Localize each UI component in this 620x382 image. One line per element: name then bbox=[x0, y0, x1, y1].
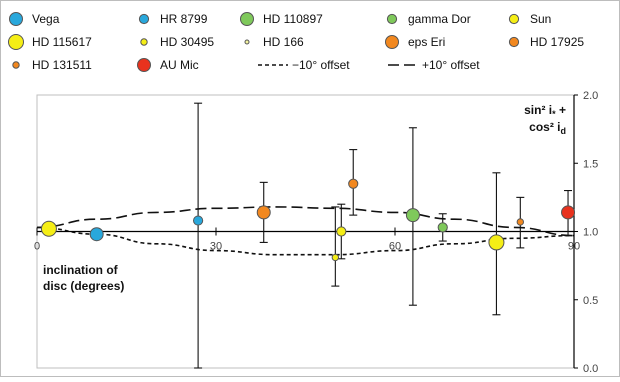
data-point bbox=[193, 215, 204, 226]
legend-label: HD 17925 bbox=[530, 35, 584, 49]
legend-label: HD 166 bbox=[263, 35, 304, 49]
legend-marker bbox=[138, 13, 150, 25]
data-point bbox=[437, 222, 448, 233]
y-axis-title: sin² i* + bbox=[524, 103, 566, 119]
data-point bbox=[348, 178, 359, 189]
y-tick-label: 0.5 bbox=[583, 295, 598, 307]
legend-marker bbox=[9, 12, 23, 26]
legend-label: HD 131511 bbox=[32, 58, 92, 72]
legend-label: +10° offset bbox=[422, 58, 480, 72]
legend-label: Sun bbox=[530, 12, 551, 26]
offset-line bbox=[36, 226, 575, 256]
x-tick-label: 60 bbox=[389, 241, 401, 253]
x-tick-label: 0 bbox=[34, 241, 40, 253]
legend-marker bbox=[140, 38, 148, 46]
legend-marker bbox=[137, 58, 151, 72]
legend-label: −10° offset bbox=[292, 58, 350, 72]
legend-label: HD 115617 bbox=[32, 35, 92, 49]
x-tick-label: 30 bbox=[210, 241, 222, 253]
y-axis-title-rest: + bbox=[556, 103, 566, 117]
y-tick-label: 1.5 bbox=[583, 158, 598, 170]
legend-marker bbox=[386, 13, 398, 25]
legend-marker bbox=[8, 34, 24, 50]
data-point bbox=[331, 253, 340, 262]
data-point bbox=[516, 218, 524, 226]
x-axis-title: inclination of bbox=[43, 263, 119, 277]
y-tick-label: 0.0 bbox=[583, 363, 598, 375]
data-point bbox=[488, 234, 505, 251]
legend-label: gamma Dor bbox=[408, 12, 471, 26]
data-point bbox=[336, 226, 347, 237]
y-axis-title-sub: * bbox=[552, 109, 556, 119]
legend-label: AU Mic bbox=[160, 58, 199, 72]
legend-label: Vega bbox=[32, 12, 60, 26]
legend-marker bbox=[508, 36, 520, 48]
data-point bbox=[89, 227, 104, 242]
legend-label: HD 110897 bbox=[263, 12, 323, 26]
legend-marker bbox=[385, 35, 399, 49]
y-tick-label: 1.0 bbox=[583, 227, 598, 239]
legend-marker bbox=[508, 13, 520, 25]
data-point bbox=[561, 205, 576, 220]
legend-marker bbox=[240, 12, 254, 26]
legend-marker bbox=[244, 39, 250, 45]
x-axis-title: disc (degrees) bbox=[43, 279, 124, 293]
legend-label: eps Eri bbox=[408, 35, 445, 49]
offset-lines bbox=[36, 206, 575, 256]
legend-label: HD 30495 bbox=[160, 35, 214, 49]
data-point bbox=[40, 220, 57, 237]
offset-line bbox=[36, 206, 575, 237]
x-tick-label: 90 bbox=[568, 241, 580, 253]
data-point bbox=[256, 205, 271, 220]
y-axis-title: cos² id bbox=[529, 120, 566, 136]
axes: 0 30 60 90 0.0 0.5 1.0 1.5 2.0 bbox=[34, 90, 598, 375]
data-point bbox=[405, 208, 420, 223]
data-points bbox=[40, 102, 576, 369]
y-tick-label: 2.0 bbox=[583, 90, 598, 102]
axis-titles: inclination of disc (degrees) sin² i* +cos… bbox=[43, 103, 566, 293]
legend: Vega HR 8799 HD 110897 gamma Dor Sun HD 11561… bbox=[8, 12, 584, 72]
legend-marker bbox=[12, 61, 20, 69]
y-axis-title-sub: d bbox=[561, 126, 567, 136]
legend-label: HR 8799 bbox=[160, 12, 208, 26]
